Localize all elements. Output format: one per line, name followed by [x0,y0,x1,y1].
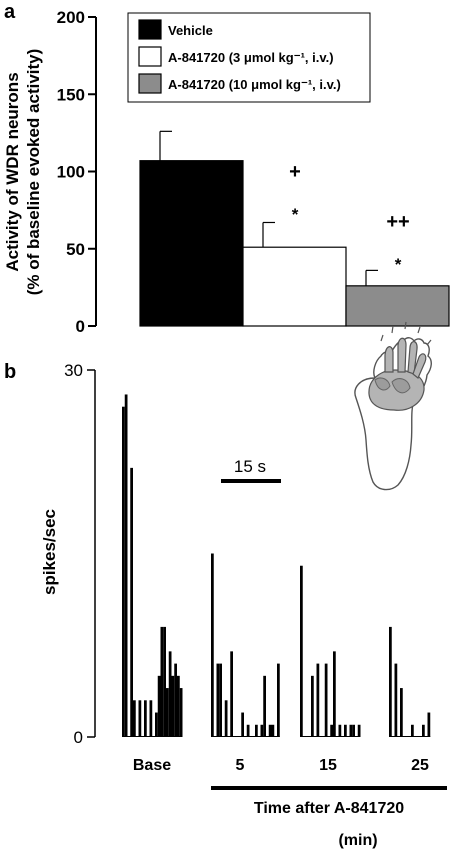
spike-bar [427,712,431,737]
y-axis-b: 0 30 [64,361,96,747]
panel-a-label: a [4,1,16,23]
y-tick-label-b: 0 [74,728,83,747]
spike-bar [246,724,250,737]
legend-swatch [138,73,162,94]
spike-bar [216,663,220,737]
legend-box [127,12,371,103]
group-label: 15 [319,757,337,774]
spike-bar [133,700,136,737]
bar [242,246,347,327]
spike-bar [224,700,228,737]
panel-b-label: b [4,361,16,383]
spike-histograms [122,394,431,737]
significance-plus: ++ [386,211,409,233]
scale-bar-label: 15 s [234,457,266,476]
spike-bar [219,663,222,737]
spike-bar [333,651,336,737]
y-axis-title: Activity of WDR neurons (% of baseline e… [3,49,43,296]
spike-bar [160,626,164,737]
spike-bar [344,724,347,737]
panel-a: a Activity of WDR neurons (% of baseline… [3,1,450,336]
y-tick-label: 50 [66,240,85,259]
group-labels: Base 5 15 25 [133,757,429,774]
spike-bar [263,675,266,737]
legend-label: A-841720 (3 μmol kg⁻¹, i.v.) [168,50,334,65]
spike-bar [300,565,303,737]
y-tick-label: 100 [57,163,85,182]
spike-bar [255,724,258,737]
spike-bar [124,394,128,737]
spike-bar [411,724,414,737]
significance-plus: + [289,161,301,183]
spike-bar [168,651,172,737]
spike-bar [422,724,425,737]
legend: Vehicle A-841720 (3 μmol kg⁻¹, i.v.) A-841… [127,12,371,103]
y-axis-title-line2: (% of baseline evoked activity) [24,49,43,296]
paw-receptive-field-image [354,321,432,491]
spike-bar [138,700,142,737]
y-axis-title-b: spikes/sec [40,509,59,595]
spike-bar [268,724,272,737]
spike-bar [177,675,180,737]
legend-swatch [138,19,162,40]
spike-bar [179,688,183,737]
spike-bar [211,553,214,737]
significance-star: * [292,205,299,224]
significance-markers: + * ++ * [289,161,410,274]
x-axis-title-line2: (min) [338,832,377,849]
bars-group [139,130,450,327]
spike-bar [394,663,398,737]
spike-bar [122,406,125,737]
spike-bar [338,724,342,737]
y-tick-label-b: 30 [64,361,83,380]
significance-star: * [395,255,402,274]
spike-bar [352,724,355,737]
y-tick-label: 200 [57,8,85,27]
spike-bar [174,663,177,737]
y-tick-label: 0 [76,317,85,336]
spike-bar [400,688,403,737]
spike-bar [311,675,314,737]
x-axis-title-line1: Time after A-841720 [254,800,404,817]
spike-bar [163,626,166,737]
y-axis: 0 50 100 150 200 [57,8,97,336]
scale-bar: 15 s [221,457,281,483]
spike-bar [155,712,158,737]
legend-swatch [138,46,162,67]
y-axis-title-line1: Activity of WDR neurons [3,72,22,271]
spike-bar [260,724,264,737]
spike-bar [277,663,280,737]
y-tick-label: 150 [57,85,85,104]
spike-bar [271,724,275,737]
spike-bar [166,688,169,737]
spike-bar [171,675,175,737]
spike-bar [357,724,361,737]
group-label: Base [133,757,171,774]
spike-bar [324,663,328,737]
panel-b: b spikes/sec 0 30 15 s Base 5 15 25 Time aft… [4,321,447,849]
spike-bar [241,712,244,737]
group-label: 25 [411,757,429,774]
spike-bar [149,700,153,737]
group-label: 5 [236,757,245,774]
spike-bar [130,467,133,737]
bar [139,160,244,327]
spike-bar [389,626,392,737]
spike-bar [230,651,233,737]
spike-bar [144,700,147,737]
spike-bar [157,675,161,737]
spike-bar [349,724,353,737]
bar [345,285,450,327]
spike-bar [316,663,320,737]
spike-bar [330,724,333,737]
legend-label: A-841720 (10 μmol kg⁻¹, i.v.) [168,77,341,92]
legend-label: Vehicle [168,23,213,38]
